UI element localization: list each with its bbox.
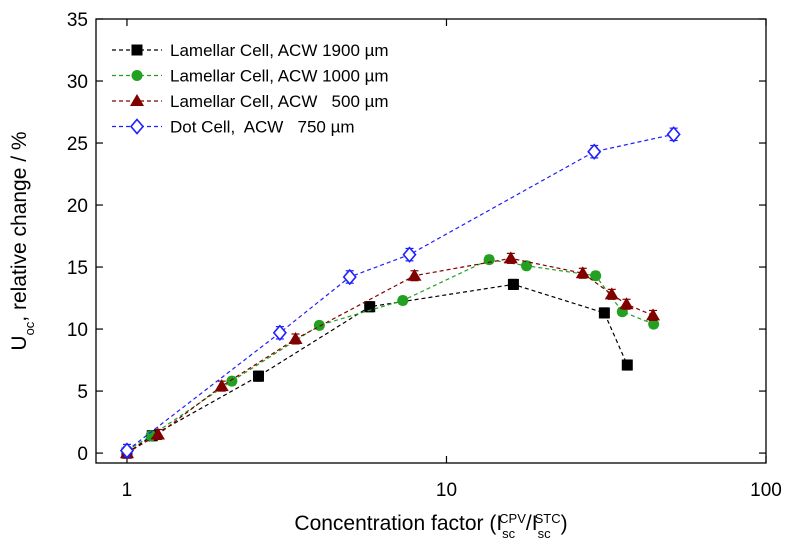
marker (587, 143, 602, 160)
marker (150, 427, 165, 440)
legend-label: Dot Cell, ACW 750 µm (170, 118, 355, 137)
marker (364, 301, 376, 313)
series-line (126, 283, 628, 454)
legend-label: Lamellar Cell, ACW 1000 µm (170, 67, 389, 86)
x-tick-label: 10 (436, 480, 457, 501)
y-tick-label: 0 (77, 444, 88, 465)
x-tick-label: 100 (750, 480, 782, 501)
marker (226, 375, 238, 387)
label-part: Concentration factor (I (294, 512, 502, 535)
marker (313, 319, 325, 331)
marker (648, 318, 660, 330)
y-tick-label: 15 (67, 258, 88, 279)
label-part: U (8, 335, 31, 350)
marker (272, 324, 287, 342)
marker (646, 308, 661, 321)
marker (604, 287, 619, 300)
marker (520, 260, 532, 272)
label-part: CPV (499, 511, 526, 526)
series-line (126, 257, 654, 454)
label-part: oc (22, 321, 37, 335)
legend-marker (131, 70, 143, 81)
marker (397, 295, 409, 307)
label-part: ) (561, 512, 568, 535)
x-axis-label: Concentration factor (IscCPV/IscSTC) (294, 511, 567, 541)
label-part: sc (538, 526, 552, 541)
marker (252, 370, 264, 382)
marker (575, 266, 590, 279)
plot-frame (95, 18, 767, 464)
y-axis-label: Uoc, relative change / % (8, 131, 37, 350)
marker (666, 126, 681, 143)
marker (507, 278, 519, 290)
marker (483, 254, 495, 266)
y-tick-label: 25 (67, 134, 88, 155)
marker (214, 379, 229, 392)
marker (503, 251, 518, 264)
y-tick-label: 10 (67, 320, 88, 341)
legend-marker (131, 44, 143, 56)
marker (119, 442, 135, 459)
label-part: sc (502, 526, 516, 541)
legend-label: Lamellar Cell, ACW 500 µm (170, 92, 389, 111)
legend-label: Lamellar Cell, ACW 1900 µm (170, 41, 389, 60)
marker (598, 307, 610, 319)
marker (407, 268, 422, 281)
marker (590, 270, 602, 282)
label-part: , relative change / % (8, 131, 31, 321)
y-tick-label: 20 (67, 196, 88, 217)
legend-marker (129, 118, 145, 135)
y-tick-label: 5 (77, 382, 88, 403)
marker (342, 268, 357, 286)
series-line (126, 133, 674, 452)
x-tick-label: 1 (122, 480, 133, 501)
label-part: /I (526, 512, 538, 535)
marker (621, 359, 633, 371)
legend-marker (130, 94, 144, 106)
y-tick-label: 35 (67, 10, 88, 31)
marker (619, 297, 634, 310)
y-tick-label: 30 (67, 72, 88, 93)
marker (288, 331, 303, 344)
marker (402, 246, 417, 263)
label-part: STC (535, 511, 561, 526)
